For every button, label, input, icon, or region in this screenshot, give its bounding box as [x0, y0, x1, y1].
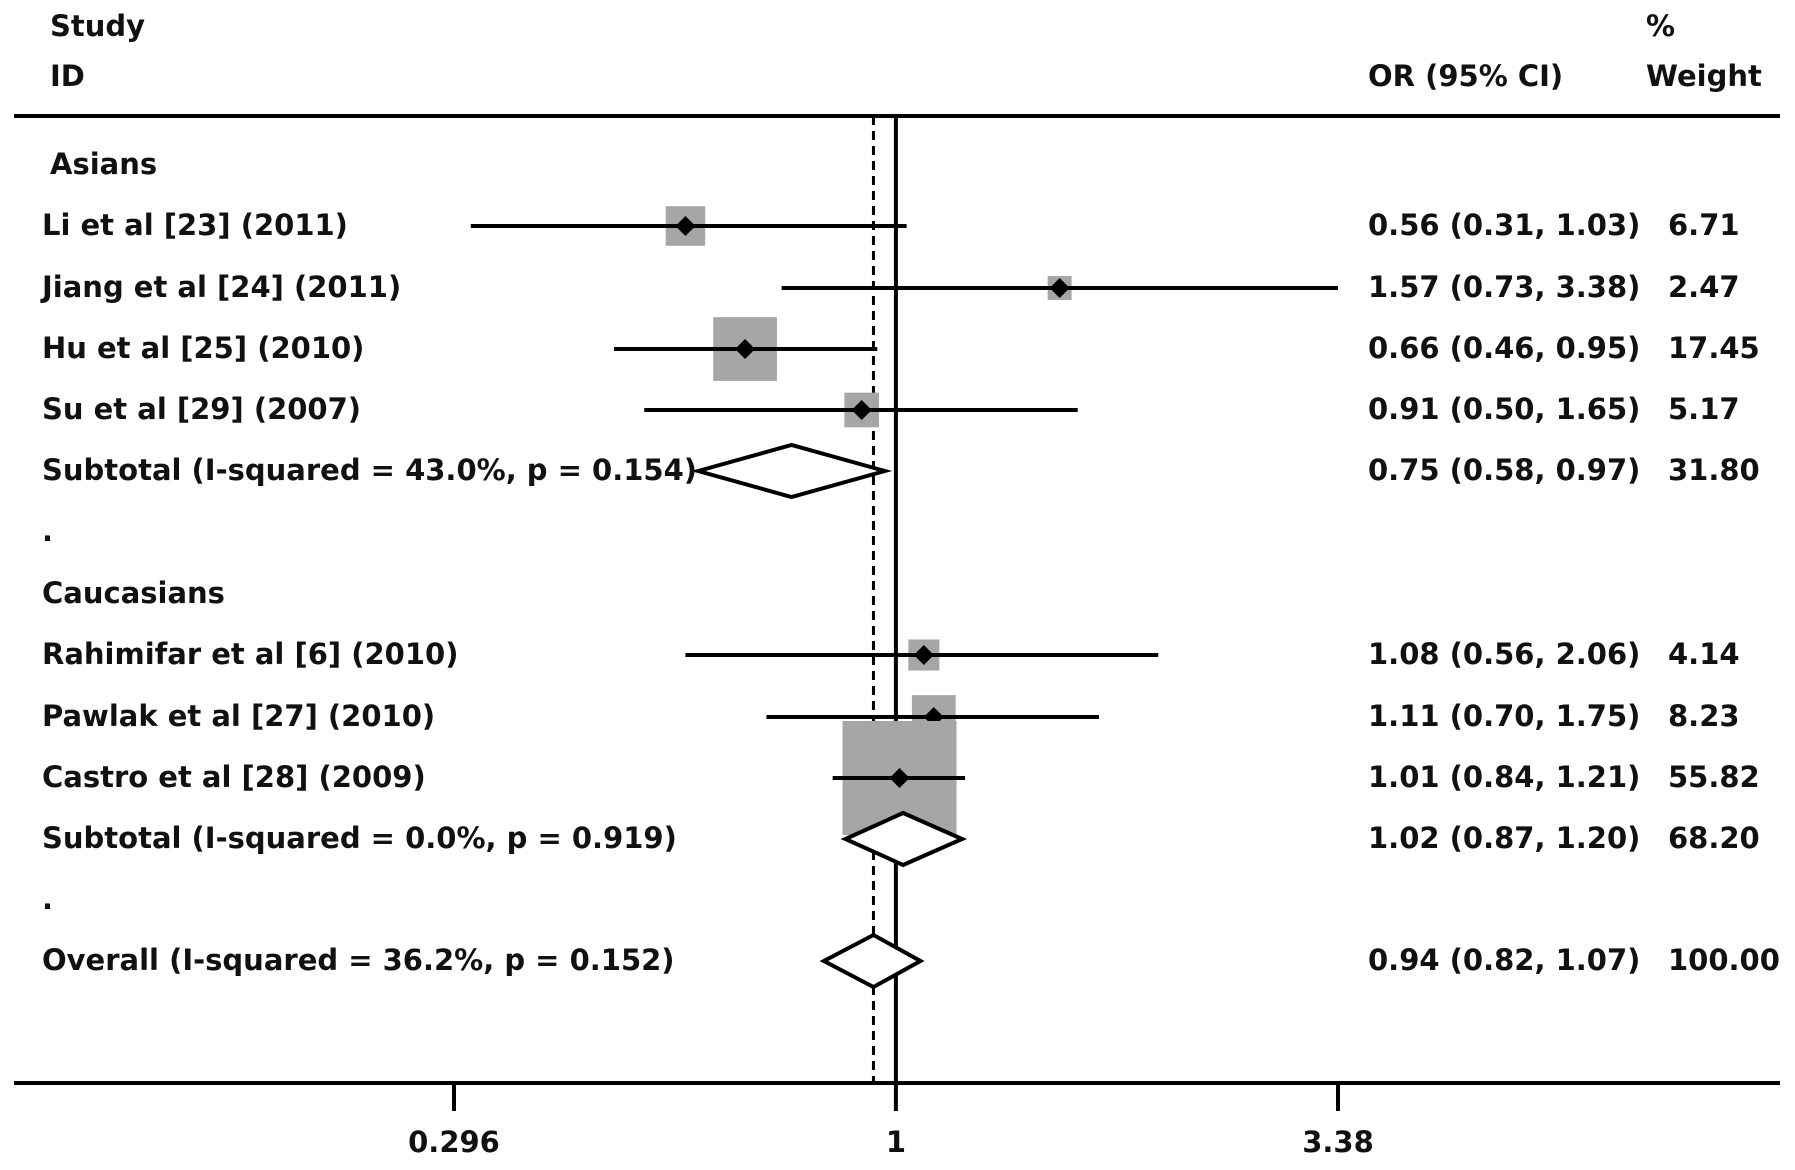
weight-value: 55.82: [1668, 760, 1760, 794]
x-tick-label: 3.38: [1302, 1125, 1374, 1159]
study-point-estimate: [851, 400, 872, 420]
subtotal-label: Subtotal (I-squared = 0.0%, p = 0.919): [42, 821, 677, 855]
x-tick-label: 1: [885, 1125, 906, 1159]
study-label: Hu et al [25] (2010): [42, 331, 365, 365]
weight-value: 100.00: [1668, 943, 1780, 977]
header-id: ID: [50, 59, 85, 93]
study-point-estimate: [889, 768, 910, 788]
study-point-estimate: [913, 645, 934, 665]
pooled-estimate-diamond: [690, 442, 893, 500]
study-point-estimate: [675, 216, 696, 236]
weight-value: 68.20: [1668, 821, 1760, 855]
study-point-estimate: [735, 339, 756, 359]
header-percent: %: [1646, 9, 1676, 43]
or-ci-value: 0.94 (0.82, 1.07): [1368, 943, 1641, 977]
study-label: Rahimifar et al [6] (2010): [42, 637, 459, 671]
weight-value: 8.23: [1668, 699, 1740, 733]
study-label: Li et al [23] (2011): [42, 208, 348, 242]
or-ci-value: 1.57 (0.73, 3.38): [1368, 270, 1641, 304]
pooled-estimate-diamond: [819, 932, 925, 990]
weight-value: 6.71: [1668, 208, 1740, 242]
or-ci-value: 1.08 (0.56, 2.06): [1368, 637, 1641, 671]
overall-label: Overall (I-squared = 36.2%, p = 0.152): [42, 943, 675, 977]
weight-value: 31.80: [1668, 453, 1760, 487]
study-label: Su et al [29] (2007): [42, 392, 362, 426]
study-label: Pawlak et al [27] (2010): [42, 699, 436, 733]
or-ci-value: 0.56 (0.31, 1.03): [1368, 208, 1641, 242]
header-or-ci: OR (95% CI): [1368, 59, 1564, 93]
spacer-label: .: [42, 514, 54, 548]
header-weight: Weight: [1646, 59, 1762, 93]
or-ci-value: 1.01 (0.84, 1.21): [1368, 760, 1641, 794]
group-label: Asians: [50, 147, 158, 181]
study-label: Jiang et al [24] (2011): [42, 270, 402, 304]
or-ci-value: 0.75 (0.58, 0.97): [1368, 453, 1641, 487]
spacer-label: .: [42, 882, 54, 916]
or-ci-value: 0.66 (0.46, 0.95): [1368, 331, 1641, 365]
group-label: Caucasians: [42, 576, 225, 610]
weight-value: 4.14: [1668, 637, 1740, 671]
or-ci-value: 1.02 (0.87, 1.20): [1368, 821, 1641, 855]
pooled-estimate-diamond: [840, 810, 968, 868]
header-study: Study: [50, 9, 146, 43]
study-point-estimate: [1049, 278, 1070, 298]
or-ci-value: 0.91 (0.50, 1.65): [1368, 392, 1641, 426]
weight-value: 2.47: [1668, 270, 1740, 304]
study-label: Castro et al [28] (2009): [42, 760, 426, 794]
subtotal-label: Subtotal (I-squared = 43.0%, p = 0.154): [42, 453, 698, 487]
or-ci-value: 1.11 (0.70, 1.75): [1368, 699, 1641, 733]
weight-value: 5.17: [1668, 392, 1740, 426]
weight-value: 17.45: [1668, 331, 1760, 365]
x-tick-label: 0.296: [408, 1125, 500, 1159]
